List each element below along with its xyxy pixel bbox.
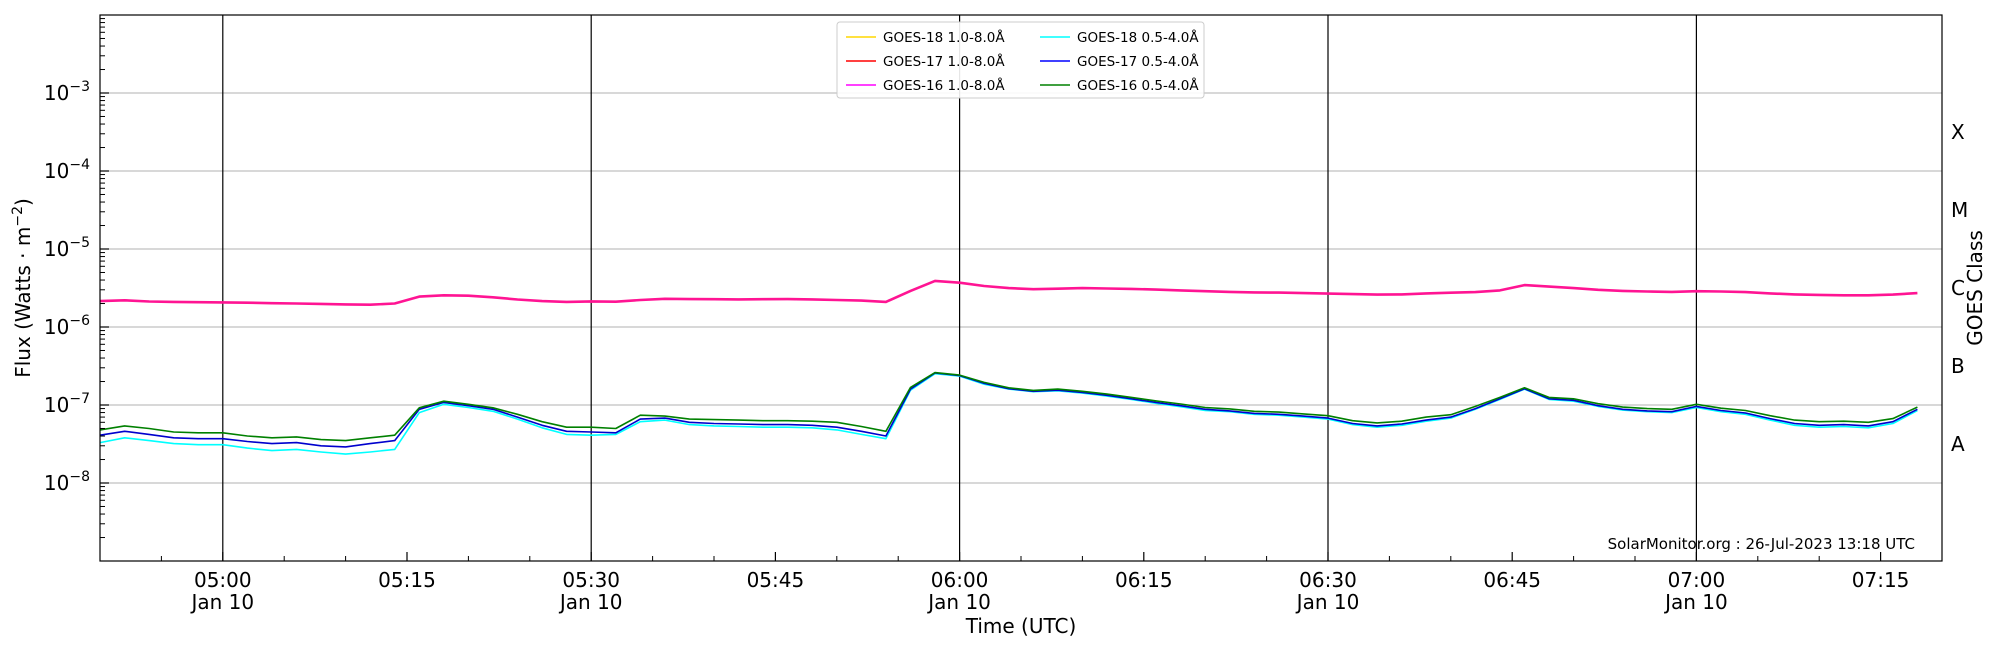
series-line-0 [99,279,1918,306]
legend-label: GOES-16 1.0-8.0Å [883,77,1005,94]
source-annotation: SolarMonitor.org : 26-Jul-2023 13:18 UTC [1608,535,1915,553]
y-tick-label: 10−7 [44,391,90,417]
series-line-1 [99,372,1918,455]
goes-class-label: B [1951,354,1965,378]
right-axis-label: GOES Class [1963,230,1987,346]
x-tick-label: 05:00 [194,568,252,592]
series-line-3 [99,371,1918,442]
y-tick-label: 10−4 [44,157,90,183]
series-line-2 [99,372,1918,448]
legend: GOES-18 1.0-8.0Å GOES-17 1.0-8.0Å GOES-16 … [836,21,1205,99]
x-tick-label: 05:45 [747,568,805,592]
goes-class-label: X [1951,120,1965,144]
y-tick-label: 10−3 [44,79,90,105]
y-axis-ticks: 10−8 10−7 10−6 10−5 10−4 10−3 [44,18,109,539]
y-tick-label: 10−5 [44,235,90,261]
x-tick-date-label: Jan 10 [926,590,991,614]
x-axis-label: Time (UTC) [965,614,1077,638]
x-tick-date-label: Jan 10 [1295,590,1360,614]
legend-label: GOES-17 0.5-4.0Å [1077,53,1199,70]
y-axis-label: Flux (Watts · m−2) [10,198,35,378]
goes-class-labels: X M C B A [1951,120,1968,456]
series-lines [99,279,1918,455]
x-tick-label: 05:30 [562,568,620,592]
legend-box [836,21,1205,99]
x-tick-date-label: Jan 10 [189,590,254,614]
y-tick-label: 10−6 [44,313,90,339]
x-tick-label: 07:00 [1668,568,1726,592]
x-tick-label: 07:15 [1852,568,1910,592]
x-tick-label: 06:30 [1299,568,1357,592]
y-tick-label: 10−8 [44,469,90,495]
x-tick-label: 05:15 [378,568,436,592]
goes-class-label: C [1951,276,1965,300]
legend-label: GOES-18 0.5-4.0Å [1077,29,1199,46]
legend-label: GOES-18 1.0-8.0Å [883,29,1005,46]
goes-class-label: A [1951,432,1965,456]
x-tick-label: 06:00 [931,568,989,592]
legend-label: GOES-16 0.5-4.0Å [1077,77,1199,94]
x-tick-label: 06:15 [1115,568,1173,592]
x-tick-label: 06:45 [1483,568,1541,592]
day-marker-lines [222,15,1698,561]
x-tick-date-label: Jan 10 [558,590,623,614]
legend-label: GOES-17 1.0-8.0Å [883,53,1005,70]
x-tick-date-label: Jan 10 [1663,590,1728,614]
goes-class-label: M [1951,198,1968,222]
